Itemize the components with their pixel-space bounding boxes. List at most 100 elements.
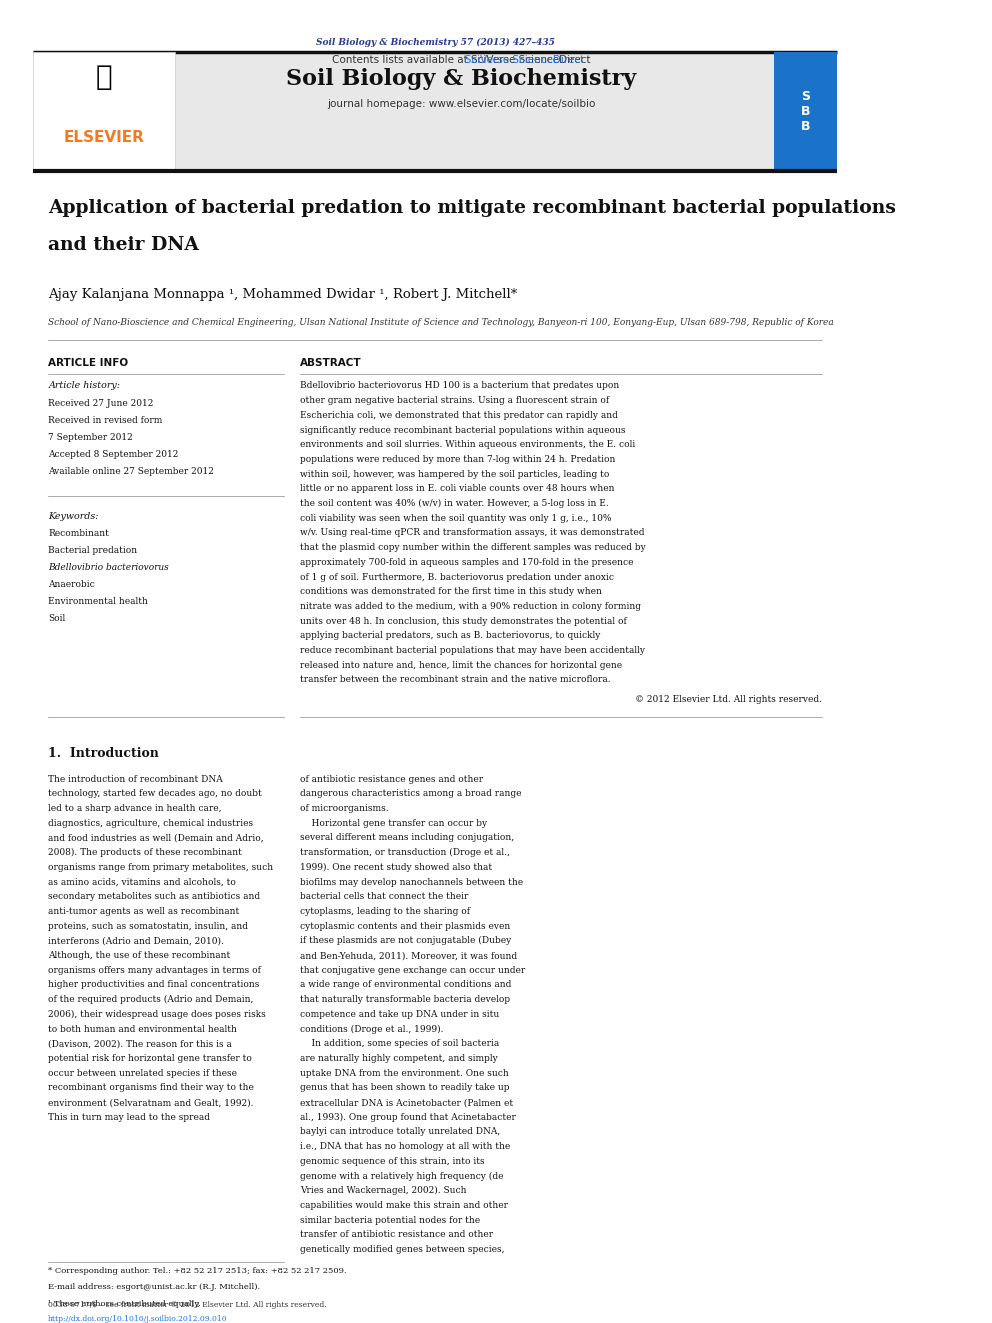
Text: the soil content was 40% (w/v) in water. However, a 5-log loss in E.: the soil content was 40% (w/v) in water.…: [300, 499, 609, 508]
Text: technology, started few decades ago, no doubt: technology, started few decades ago, no …: [49, 790, 262, 798]
Text: recombinant organisms find their way to the: recombinant organisms find their way to …: [49, 1084, 254, 1093]
Text: Soil Biology & Biochemistry: Soil Biology & Biochemistry: [287, 69, 637, 90]
Text: anti-tumor agents as well as recombinant: anti-tumor agents as well as recombinant: [49, 908, 239, 916]
Text: and food industries as well (Demain and Adrio,: and food industries as well (Demain and …: [49, 833, 264, 843]
Text: other gram negative bacterial strains. Using a fluorescent strain of: other gram negative bacterial strains. U…: [300, 396, 609, 405]
Text: as amino acids, vitamins and alcohols, to: as amino acids, vitamins and alcohols, t…: [49, 877, 236, 886]
Text: Accepted 8 September 2012: Accepted 8 September 2012: [49, 450, 179, 459]
Text: ELSEVIER: ELSEVIER: [63, 130, 145, 144]
Text: several different means including conjugation,: several different means including conjug…: [300, 833, 514, 843]
Text: extracellular DNA is Acinetobacter (Palmen et: extracellular DNA is Acinetobacter (Palm…: [300, 1098, 513, 1107]
Text: Environmental health: Environmental health: [49, 597, 148, 606]
Text: al., 1993). One group found that Acinetabacter: al., 1993). One group found that Acineta…: [300, 1113, 516, 1122]
Text: Bdellovibrio bacteriovorus: Bdellovibrio bacteriovorus: [49, 564, 169, 573]
Text: transfer of antibiotic resistance and other: transfer of antibiotic resistance and ot…: [300, 1230, 493, 1240]
Text: biofilms may develop nanochannels between the: biofilms may develop nanochannels betwee…: [300, 877, 523, 886]
Text: units over 48 h. In conclusion, this study demonstrates the potential of: units over 48 h. In conclusion, this stu…: [300, 617, 627, 626]
Text: to both human and environmental health: to both human and environmental health: [49, 1024, 237, 1033]
Text: reduce recombinant bacterial populations that may have been accidentally: reduce recombinant bacterial populations…: [300, 646, 645, 655]
Text: proteins, such as somatostatin, insulin, and: proteins, such as somatostatin, insulin,…: [49, 922, 248, 930]
Text: applying bacterial predators, such as B. bacteriovorus, to quickly: applying bacterial predators, such as B.…: [300, 631, 600, 640]
Text: The introduction of recombinant DNA: The introduction of recombinant DNA: [49, 775, 223, 783]
Text: populations were reduced by more than 7-log within 24 h. Predation: populations were reduced by more than 7-…: [300, 455, 615, 464]
Text: uptake DNA from the environment. One such: uptake DNA from the environment. One suc…: [300, 1069, 509, 1078]
Text: and their DNA: and their DNA: [49, 237, 199, 254]
Text: of the required products (Adrio and Demain,: of the required products (Adrio and Dema…: [49, 995, 254, 1004]
Text: S
B
B: S B B: [801, 90, 810, 132]
Text: cytoplasmic contents and their plasmids even: cytoplasmic contents and their plasmids …: [300, 922, 510, 930]
Text: transfer between the recombinant strain and the native microflora.: transfer between the recombinant strain …: [300, 676, 611, 684]
Text: 🌲: 🌲: [96, 64, 113, 91]
Text: http://dx.doi.org/10.1016/j.soilbio.2012.09.010: http://dx.doi.org/10.1016/j.soilbio.2012…: [49, 1315, 228, 1323]
Text: School of Nano-Bioscience and Chemical Engineering, Ulsan National Institute of : School of Nano-Bioscience and Chemical E…: [49, 318, 834, 327]
Text: Vries and Wackernagel, 2002). Such: Vries and Wackernagel, 2002). Such: [300, 1187, 466, 1196]
Text: In addition, some species of soil bacteria: In addition, some species of soil bacter…: [300, 1040, 499, 1048]
Text: competence and take up DNA under in situ: competence and take up DNA under in situ: [300, 1009, 499, 1019]
Text: environments and soil slurries. Within aqueous environments, the E. coli: environments and soil slurries. Within a…: [300, 441, 635, 450]
Text: within soil, however, was hampered by the soil particles, leading to: within soil, however, was hampered by th…: [300, 470, 609, 479]
Text: journal homepage: www.elsevier.com/locate/soilbio: journal homepage: www.elsevier.com/locat…: [327, 99, 595, 110]
Text: Anaerobic: Anaerobic: [49, 579, 95, 589]
Text: E-mail address: esgort@unist.ac.kr (R.J. Mitchell).: E-mail address: esgort@unist.ac.kr (R.J.…: [49, 1283, 260, 1291]
Text: Soil Biology & Biochemistry 57 (2013) 427–435: Soil Biology & Biochemistry 57 (2013) 42…: [315, 38, 555, 46]
Text: bacterial cells that connect the their: bacterial cells that connect the their: [300, 892, 468, 901]
Text: diagnostics, agriculture, chemical industries: diagnostics, agriculture, chemical indus…: [49, 819, 253, 828]
Text: This in turn may lead to the spread: This in turn may lead to the spread: [49, 1113, 210, 1122]
Text: genome with a relatively high frequency (de: genome with a relatively high frequency …: [300, 1172, 504, 1180]
Text: baylyi can introduce totally unrelated DNA,: baylyi can introduce totally unrelated D…: [300, 1127, 500, 1136]
Text: coli viability was seen when the soil quantity was only 1 g, i.e., 10%: coli viability was seen when the soil qu…: [300, 513, 611, 523]
Text: transformation, or transduction (Droge et al.,: transformation, or transduction (Droge e…: [300, 848, 510, 857]
Text: Bacterial predation: Bacterial predation: [49, 546, 137, 556]
Text: conditions was demonstrated for the first time in this study when: conditions was demonstrated for the firs…: [300, 587, 602, 597]
Text: similar bacteria potential nodes for the: similar bacteria potential nodes for the: [300, 1216, 480, 1225]
Text: approximately 700-fold in aqueous samples and 170-fold in the presence: approximately 700-fold in aqueous sample…: [300, 558, 634, 566]
FancyBboxPatch shape: [774, 52, 837, 171]
Text: organisms offers many advantages in terms of: organisms offers many advantages in term…: [49, 966, 261, 975]
Text: Although, the use of these recombinant: Although, the use of these recombinant: [49, 951, 230, 960]
Text: cytoplasms, leading to the sharing of: cytoplasms, leading to the sharing of: [300, 908, 470, 916]
Text: led to a sharp advance in health care,: led to a sharp advance in health care,: [49, 804, 222, 814]
Text: Available online 27 September 2012: Available online 27 September 2012: [49, 467, 214, 476]
Text: nitrate was added to the medium, with a 90% reduction in colony forming: nitrate was added to the medium, with a …: [300, 602, 641, 611]
Text: 7 September 2012: 7 September 2012: [49, 433, 133, 442]
Text: higher productivities and final concentrations: higher productivities and final concentr…: [49, 980, 260, 990]
Text: Keywords:: Keywords:: [49, 512, 99, 520]
Text: and Ben-Yehuda, 2011). Moreover, it was found: and Ben-Yehuda, 2011). Moreover, it was …: [300, 951, 517, 960]
Text: Horizontal gene transfer can occur by: Horizontal gene transfer can occur by: [300, 819, 487, 828]
Text: significantly reduce recombinant bacterial populations within aqueous: significantly reduce recombinant bacteri…: [300, 426, 626, 434]
Text: Ajay Kalanjana Monnappa ¹, Mohammed Dwidar ¹, Robert J. Mitchell*: Ajay Kalanjana Monnappa ¹, Mohammed Dwid…: [49, 288, 518, 302]
Text: that the plasmid copy number within the different samples was reduced by: that the plasmid copy number within the …: [300, 544, 646, 552]
Text: Soil: Soil: [49, 614, 65, 623]
Text: little or no apparent loss in E. coli viable counts over 48 hours when: little or no apparent loss in E. coli vi…: [300, 484, 615, 493]
Text: Application of bacterial predation to mitigate recombinant bacterial populations: Application of bacterial predation to mi…: [49, 198, 896, 217]
Text: i.e., DNA that has no homology at all with the: i.e., DNA that has no homology at all wi…: [300, 1142, 510, 1151]
Text: ARTICLE INFO: ARTICLE INFO: [49, 357, 128, 368]
Text: Received in revised form: Received in revised form: [49, 417, 163, 425]
Text: genetically modified genes between species,: genetically modified genes between speci…: [300, 1245, 505, 1254]
Text: of microorganisms.: of microorganisms.: [300, 804, 389, 814]
Text: a wide range of environmental conditions and: a wide range of environmental conditions…: [300, 980, 512, 990]
Text: Bdellovibrio bacteriovorus HD 100 is a bacterium that predates upon: Bdellovibrio bacteriovorus HD 100 is a b…: [300, 381, 619, 390]
FancyBboxPatch shape: [34, 52, 837, 171]
Text: 2008). The products of these recombinant: 2008). The products of these recombinant: [49, 848, 242, 857]
Text: 2006), their widespread usage does poses risks: 2006), their widespread usage does poses…: [49, 1009, 266, 1019]
Text: potential risk for horizontal gene transfer to: potential risk for horizontal gene trans…: [49, 1054, 252, 1062]
Text: interferons (Adrio and Demain, 2010).: interferons (Adrio and Demain, 2010).: [49, 937, 224, 946]
Text: ABSTRACT: ABSTRACT: [300, 357, 362, 368]
Text: organisms range from primary metabolites, such: organisms range from primary metabolites…: [49, 863, 274, 872]
Text: Contents lists available at SciVerse ScienceDirect: Contents lists available at SciVerse Sci…: [332, 54, 590, 65]
Text: 1.  Introduction: 1. Introduction: [49, 746, 159, 759]
Text: (Davison, 2002). The reason for this is a: (Davison, 2002). The reason for this is …: [49, 1040, 232, 1048]
Text: * Corresponding author. Tel.: +82 52 217 2513; fax: +82 52 217 2509.: * Corresponding author. Tel.: +82 52 217…: [49, 1266, 347, 1274]
FancyBboxPatch shape: [34, 52, 176, 171]
Text: SciVerse ScienceDirect: SciVerse ScienceDirect: [338, 54, 584, 65]
Text: w/v. Using real-time qPCR and transformation assays, it was demonstrated: w/v. Using real-time qPCR and transforma…: [300, 528, 645, 537]
Text: are naturally highly competent, and simply: are naturally highly competent, and simp…: [300, 1054, 498, 1062]
Text: 1999). One recent study showed also that: 1999). One recent study showed also that: [300, 863, 492, 872]
Text: © 2012 Elsevier Ltd. All rights reserved.: © 2012 Elsevier Ltd. All rights reserved…: [635, 695, 822, 704]
Text: capabilities would make this strain and other: capabilities would make this strain and …: [300, 1201, 508, 1211]
Text: ¹ These authors contributed equally.: ¹ These authors contributed equally.: [49, 1301, 200, 1308]
Text: Recombinant: Recombinant: [49, 529, 109, 538]
Text: Escherichia coli, we demonstrated that this predator can rapidly and: Escherichia coli, we demonstrated that t…: [300, 411, 618, 419]
Text: conditions (Droge et al., 1999).: conditions (Droge et al., 1999).: [300, 1024, 443, 1033]
